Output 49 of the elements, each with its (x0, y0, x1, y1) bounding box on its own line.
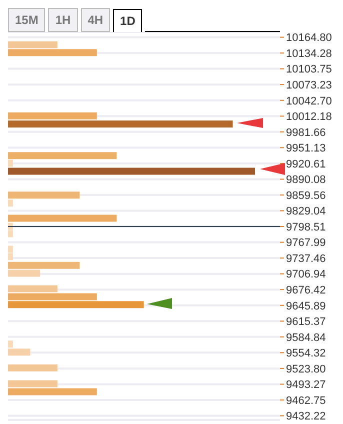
bar (8, 348, 30, 356)
y-tick-label: 9676.42 (286, 284, 326, 296)
y-tick-label: 9615.37 (286, 316, 326, 328)
y-tick-label: 9890.08 (286, 174, 326, 186)
y-tick-label: 10134.28 (286, 48, 332, 60)
text: 1H (48, 8, 78, 32)
bar (8, 192, 80, 199)
bar (8, 270, 40, 277)
bar (8, 160, 13, 167)
bar (8, 301, 144, 308)
bar (8, 200, 13, 207)
bar (8, 214, 117, 222)
y-tick-label: 9462.75 (286, 394, 326, 407)
y-tick-label: 10164.80 (286, 32, 332, 44)
y-tick-label: 9584.84 (286, 332, 326, 344)
y-tick-label: 10042.70 (286, 95, 332, 108)
bar (8, 41, 58, 48)
y-tick-label: 9798.51 (286, 221, 326, 234)
y-tick-label: 9737.46 (286, 252, 326, 265)
y-tick-label: 10103.75 (286, 64, 332, 76)
y-tick-label: 9432.22 (286, 410, 326, 423)
y-tick-label: 9706.94 (286, 268, 326, 281)
text: 15M (8, 8, 46, 32)
bar (8, 364, 58, 372)
bar (8, 340, 13, 348)
y-tick-label: 10012.18 (286, 111, 332, 124)
y-tick-label: 9859.56 (286, 190, 326, 202)
y-tick-label: 9554.32 (286, 348, 326, 360)
y-tick-label: 9829.04 (286, 206, 326, 218)
bar (8, 380, 58, 388)
bar (8, 285, 58, 292)
y-tick-label: 9767.99 (286, 237, 326, 250)
y-tick-label: 9523.80 (286, 363, 326, 376)
bar (8, 120, 233, 128)
y-tick-label: 9981.66 (286, 126, 326, 139)
text: 4H (80, 8, 110, 32)
bar (8, 152, 117, 160)
y-tick-label: 10073.23 (286, 79, 332, 92)
y-tick-label: 9951.13 (286, 142, 326, 155)
bar (8, 49, 97, 56)
y-tick-label: 9493.27 (286, 379, 326, 392)
bar (8, 388, 97, 396)
bar (8, 168, 255, 175)
y-tick-label: 9645.89 (286, 300, 326, 312)
y-tick-label: 9920.61 (286, 158, 326, 170)
text: 1D (113, 9, 142, 32)
bar (8, 293, 97, 300)
bar (8, 112, 97, 120)
bar (8, 262, 80, 269)
